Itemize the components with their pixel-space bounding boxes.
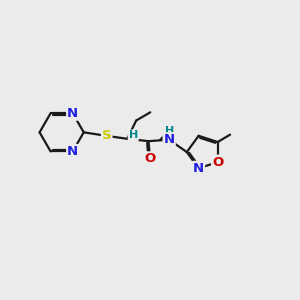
Text: N: N	[67, 107, 78, 120]
Text: N: N	[164, 133, 175, 146]
Text: O: O	[212, 156, 223, 169]
Text: H: H	[164, 126, 174, 136]
Text: H: H	[129, 130, 138, 140]
Text: N: N	[193, 162, 204, 175]
Text: N: N	[67, 145, 78, 158]
Text: S: S	[102, 129, 112, 142]
Text: O: O	[144, 152, 156, 165]
